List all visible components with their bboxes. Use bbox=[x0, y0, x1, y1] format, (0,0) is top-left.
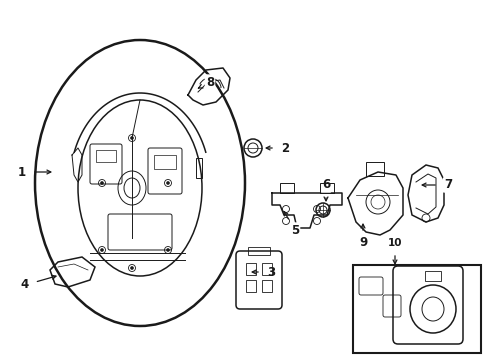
Text: 3: 3 bbox=[266, 266, 274, 279]
Text: 5: 5 bbox=[290, 224, 299, 237]
Text: 4: 4 bbox=[21, 279, 29, 292]
Ellipse shape bbox=[101, 181, 103, 184]
Bar bbox=[319, 183, 333, 193]
Text: 7: 7 bbox=[443, 179, 451, 192]
Ellipse shape bbox=[130, 266, 133, 270]
Bar bbox=[352, 265, 480, 353]
Text: 10: 10 bbox=[387, 238, 402, 248]
Bar bbox=[280, 183, 293, 193]
Ellipse shape bbox=[101, 248, 103, 252]
Bar bbox=[365, 162, 383, 176]
Bar bbox=[245, 263, 256, 275]
Text: 2: 2 bbox=[281, 141, 288, 154]
Text: 8: 8 bbox=[205, 76, 214, 89]
Bar bbox=[262, 263, 271, 275]
Ellipse shape bbox=[166, 248, 169, 252]
Ellipse shape bbox=[130, 136, 133, 139]
Bar bbox=[154, 155, 176, 169]
Bar bbox=[96, 150, 116, 162]
Bar bbox=[424, 271, 440, 281]
Text: 9: 9 bbox=[358, 237, 366, 249]
Text: 6: 6 bbox=[321, 179, 329, 192]
Ellipse shape bbox=[166, 181, 169, 184]
Text: 1: 1 bbox=[18, 166, 26, 179]
Bar bbox=[247, 247, 269, 255]
Bar bbox=[245, 280, 256, 292]
Bar bbox=[262, 280, 271, 292]
